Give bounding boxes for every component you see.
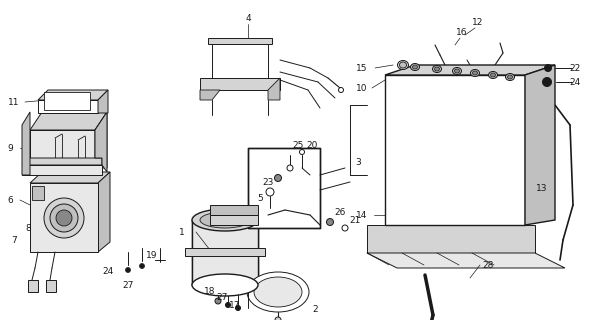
Ellipse shape — [413, 65, 418, 69]
Ellipse shape — [299, 149, 304, 155]
Polygon shape — [38, 90, 108, 100]
Polygon shape — [525, 65, 555, 225]
Ellipse shape — [490, 73, 496, 77]
Ellipse shape — [542, 77, 551, 86]
Polygon shape — [30, 183, 98, 252]
Text: 17: 17 — [229, 300, 241, 309]
Text: 15: 15 — [356, 63, 368, 73]
Polygon shape — [28, 280, 38, 292]
Polygon shape — [22, 158, 102, 165]
Ellipse shape — [275, 174, 282, 181]
Text: 22: 22 — [570, 63, 581, 73]
Polygon shape — [385, 75, 525, 225]
Ellipse shape — [435, 67, 439, 71]
Polygon shape — [210, 205, 258, 215]
Text: 16: 16 — [456, 28, 468, 36]
Polygon shape — [367, 253, 565, 268]
Ellipse shape — [50, 204, 78, 232]
Polygon shape — [95, 112, 107, 168]
Ellipse shape — [473, 71, 478, 75]
Polygon shape — [30, 112, 107, 130]
Ellipse shape — [192, 209, 258, 231]
Polygon shape — [95, 112, 107, 172]
Ellipse shape — [287, 165, 293, 171]
Ellipse shape — [215, 298, 221, 304]
Text: 3: 3 — [355, 157, 361, 166]
Text: 21: 21 — [349, 215, 361, 225]
Text: 5: 5 — [257, 194, 263, 203]
Text: 7: 7 — [11, 236, 17, 244]
Polygon shape — [248, 148, 320, 228]
Polygon shape — [185, 248, 265, 256]
Ellipse shape — [125, 268, 130, 273]
Text: 2: 2 — [312, 306, 318, 315]
Text: 20: 20 — [306, 140, 318, 149]
Text: 12: 12 — [472, 18, 484, 27]
Ellipse shape — [488, 71, 498, 78]
Ellipse shape — [470, 69, 479, 76]
Polygon shape — [268, 78, 280, 100]
Text: 24: 24 — [102, 268, 114, 276]
Text: 9: 9 — [7, 143, 13, 153]
Polygon shape — [385, 65, 555, 75]
Ellipse shape — [56, 210, 72, 226]
Text: 27: 27 — [122, 281, 134, 290]
Ellipse shape — [327, 219, 333, 226]
Polygon shape — [22, 112, 30, 175]
Text: 6: 6 — [7, 196, 13, 204]
Bar — [44, 92, 90, 110]
Text: 19: 19 — [146, 251, 158, 260]
Text: 18: 18 — [204, 287, 216, 297]
Polygon shape — [98, 172, 110, 252]
Ellipse shape — [399, 62, 407, 68]
Text: 8: 8 — [25, 223, 31, 233]
Text: 14: 14 — [356, 211, 368, 220]
Ellipse shape — [410, 63, 419, 70]
Ellipse shape — [545, 65, 551, 71]
Ellipse shape — [266, 188, 274, 196]
Text: 1: 1 — [179, 228, 185, 236]
Polygon shape — [38, 100, 98, 113]
Text: 10: 10 — [356, 84, 368, 92]
Ellipse shape — [254, 277, 302, 307]
Ellipse shape — [339, 87, 344, 92]
Ellipse shape — [433, 66, 442, 73]
Text: 4: 4 — [245, 13, 251, 22]
Polygon shape — [30, 172, 110, 183]
Text: 28: 28 — [482, 260, 494, 269]
Ellipse shape — [454, 69, 459, 73]
Text: 11: 11 — [8, 98, 20, 107]
Text: 27: 27 — [216, 293, 228, 302]
Ellipse shape — [247, 272, 309, 312]
Ellipse shape — [275, 317, 281, 320]
Polygon shape — [192, 220, 258, 285]
Polygon shape — [200, 90, 220, 100]
Text: 24: 24 — [570, 77, 581, 86]
Ellipse shape — [398, 60, 408, 69]
Text: 26: 26 — [335, 207, 345, 217]
Ellipse shape — [44, 198, 84, 238]
Ellipse shape — [507, 75, 513, 79]
Polygon shape — [200, 78, 280, 90]
Ellipse shape — [453, 68, 462, 75]
Text: 25: 25 — [292, 140, 304, 149]
Polygon shape — [98, 90, 108, 113]
Ellipse shape — [139, 263, 144, 268]
Polygon shape — [46, 280, 56, 292]
Text: 13: 13 — [536, 183, 548, 193]
Ellipse shape — [192, 274, 258, 296]
Text: 23: 23 — [262, 178, 274, 187]
Polygon shape — [32, 186, 44, 200]
Ellipse shape — [236, 306, 241, 310]
Ellipse shape — [342, 225, 348, 231]
Ellipse shape — [225, 302, 230, 308]
Polygon shape — [208, 38, 272, 44]
Polygon shape — [210, 215, 258, 225]
Ellipse shape — [505, 74, 514, 81]
Polygon shape — [367, 225, 535, 253]
Polygon shape — [30, 130, 95, 168]
Polygon shape — [212, 42, 268, 82]
Polygon shape — [22, 165, 102, 175]
Ellipse shape — [200, 212, 250, 228]
